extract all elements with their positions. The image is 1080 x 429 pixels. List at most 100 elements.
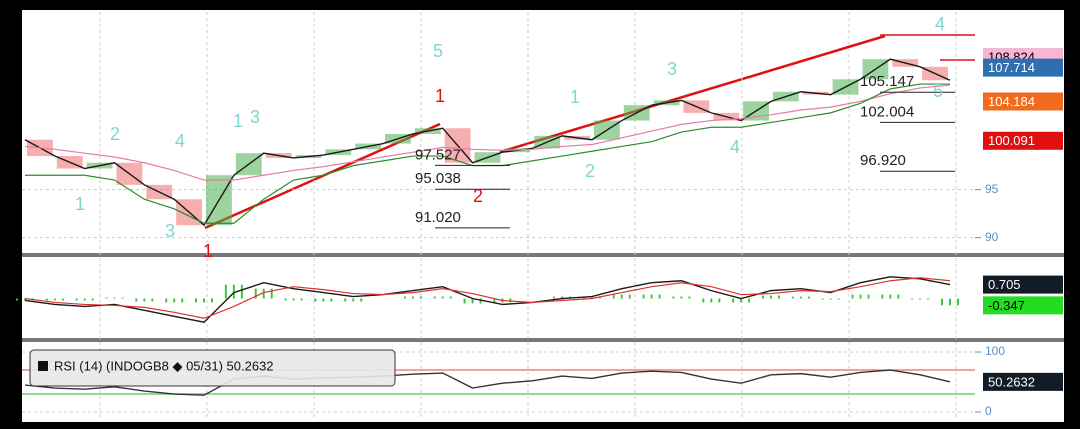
histogram-bar bbox=[203, 298, 206, 303]
histogram-bar bbox=[837, 298, 840, 300]
histogram-bar bbox=[224, 284, 227, 299]
wave-label: 1 bbox=[233, 111, 243, 131]
histogram-bar bbox=[61, 298, 64, 301]
wave-label: 3 bbox=[667, 59, 677, 79]
histogram-bar bbox=[851, 294, 854, 299]
wave-label: 4 bbox=[175, 131, 185, 151]
histogram-bar bbox=[151, 298, 154, 302]
annotation-label: 91.020 bbox=[415, 209, 461, 226]
histogram-bar bbox=[658, 294, 661, 299]
histogram-bar bbox=[181, 298, 184, 303]
histogram-bar bbox=[702, 298, 705, 303]
wave-label: 5 bbox=[933, 81, 943, 101]
histogram-bar bbox=[284, 298, 287, 301]
histogram-bar bbox=[143, 298, 146, 302]
price-tag-label: 0.705 bbox=[988, 277, 1021, 292]
histogram-bar bbox=[927, 298, 930, 300]
histogram-bar bbox=[897, 294, 900, 299]
histogram-bar bbox=[829, 298, 832, 300]
histogram-bar bbox=[330, 298, 333, 302]
legend-swatch bbox=[38, 361, 48, 371]
price-tag bbox=[983, 92, 1063, 111]
wave-label: 3 bbox=[165, 221, 175, 241]
histogram-bar bbox=[24, 298, 26, 301]
histogram-bar bbox=[314, 298, 317, 302]
histogram-bar bbox=[75, 298, 78, 301]
histogram-bar bbox=[911, 298, 914, 300]
histogram-bar bbox=[403, 296, 406, 299]
price-tag-label: -0.347 bbox=[988, 298, 1025, 313]
histogram-bar bbox=[45, 298, 48, 301]
histogram-bar bbox=[195, 298, 198, 303]
histogram-bar bbox=[479, 298, 482, 304]
wave-label: 4 bbox=[935, 14, 945, 34]
y-tick-label: 95 bbox=[985, 182, 999, 196]
y-tick-label: 100 bbox=[985, 344, 1005, 358]
histogram-bar bbox=[135, 298, 138, 302]
histogram-bar bbox=[859, 294, 862, 299]
histogram-bar bbox=[121, 297, 124, 299]
histogram-bar bbox=[612, 294, 615, 299]
histogram-bar bbox=[919, 298, 922, 300]
histogram-bar bbox=[441, 296, 444, 299]
histogram-bar bbox=[799, 296, 802, 299]
histogram-bar bbox=[262, 288, 265, 299]
histogram-bar bbox=[672, 296, 675, 299]
histogram-bar bbox=[419, 296, 422, 299]
price-tag bbox=[983, 275, 1063, 294]
wave-label: 2 bbox=[585, 161, 595, 181]
histogram-bar bbox=[471, 298, 474, 304]
histogram-bar bbox=[628, 294, 631, 299]
wave-label: 4 bbox=[730, 137, 740, 157]
wave-label: 1 bbox=[203, 241, 213, 261]
histogram-bar bbox=[769, 295, 772, 299]
histogram-bar bbox=[165, 298, 168, 303]
histogram-bar bbox=[16, 298, 18, 301]
price-tag bbox=[983, 372, 1063, 391]
histogram-bar bbox=[240, 284, 243, 299]
wave-label: 3 bbox=[250, 107, 260, 127]
price-tag bbox=[983, 131, 1063, 150]
histogram-bar bbox=[300, 298, 303, 301]
histogram-bar bbox=[889, 294, 892, 299]
histogram-bar bbox=[53, 298, 56, 301]
histogram-bar bbox=[941, 298, 943, 306]
legend-text: RSI (14) (INDOGB8 ◆ 05/31) 50.2632 bbox=[54, 358, 274, 373]
panel-separator bbox=[22, 338, 1064, 342]
histogram-bar bbox=[105, 297, 108, 299]
histogram-bar bbox=[352, 298, 355, 302]
histogram-bar bbox=[791, 296, 794, 299]
histogram-bar bbox=[113, 297, 116, 299]
histogram-bar bbox=[322, 298, 325, 302]
histogram-bar bbox=[732, 298, 735, 303]
annotation-label: 105.147 bbox=[860, 73, 914, 90]
histogram-bar bbox=[292, 298, 295, 301]
histogram-bar bbox=[761, 295, 764, 299]
legend-box bbox=[29, 349, 396, 387]
histogram-bar bbox=[411, 296, 414, 299]
histogram-bar bbox=[620, 294, 623, 299]
histogram-bar bbox=[344, 298, 347, 302]
histogram-bar bbox=[91, 298, 94, 301]
histogram-bar bbox=[232, 284, 235, 299]
plot-layer: 90 95 97.527 95.038 91.020 105.147 102.004 96.9… bbox=[16, 12, 1063, 420]
y-tick-label: 0 bbox=[985, 404, 992, 418]
histogram-bar bbox=[173, 298, 176, 303]
histogram-bar bbox=[449, 296, 452, 299]
histogram-bar bbox=[650, 294, 653, 299]
wave-label: 1 bbox=[435, 86, 445, 106]
histogram-bar bbox=[807, 296, 810, 299]
panel-separator bbox=[22, 253, 1064, 257]
wave-label: 1 bbox=[75, 194, 85, 214]
wave-label: 1 bbox=[570, 87, 580, 107]
annotation-label: 96.920 bbox=[860, 152, 906, 169]
histogram-bar bbox=[254, 288, 257, 299]
histogram-bar bbox=[881, 294, 884, 299]
histogram-bar bbox=[821, 298, 824, 300]
series-line bbox=[24, 369, 951, 396]
price-tag bbox=[983, 296, 1063, 315]
histogram-bar bbox=[740, 298, 743, 303]
series-line bbox=[24, 84, 951, 181]
histogram-bar bbox=[463, 298, 466, 304]
